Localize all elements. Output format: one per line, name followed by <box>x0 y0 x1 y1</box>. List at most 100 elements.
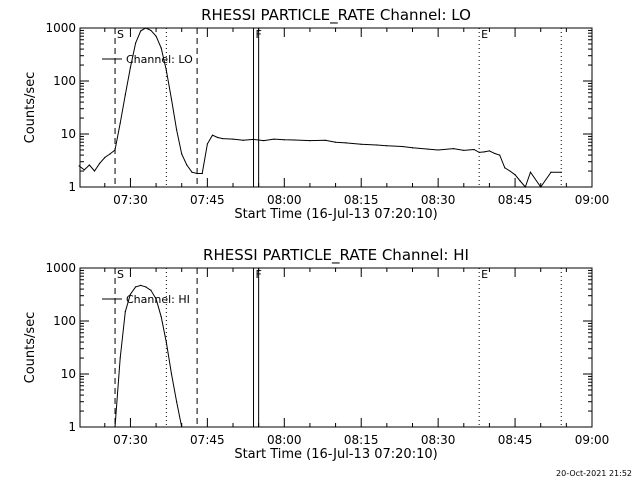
data-point <box>196 172 198 175</box>
data-point <box>411 147 414 149</box>
data-point <box>134 286 137 288</box>
x-axis-label: Start Time (16-Jul-13 07:20:10) <box>234 447 437 462</box>
data-point <box>232 138 234 140</box>
x-tick-label: 08:30 <box>421 433 456 447</box>
data-point <box>155 35 157 37</box>
data-point <box>473 148 475 151</box>
data-point <box>524 186 526 188</box>
data-point <box>124 311 126 313</box>
data-point <box>114 426 116 428</box>
data-point <box>181 426 183 428</box>
y-tick-label: 100 <box>53 314 76 328</box>
data-point <box>345 142 347 144</box>
data-point <box>273 138 275 140</box>
data-point <box>129 293 132 295</box>
footer-timestamp: 20-Oct-2021 21:52 <box>556 469 632 478</box>
event-marker-label: E <box>481 268 488 281</box>
chart-title: RHESSI PARTICLE_RATE Channel: LO <box>201 6 471 25</box>
data-point <box>119 122 121 124</box>
data-point <box>529 171 532 173</box>
data-point <box>252 138 255 141</box>
data-point <box>124 94 126 96</box>
data-point <box>145 286 147 288</box>
data-point <box>211 134 214 136</box>
data-point <box>401 145 403 148</box>
data-point <box>104 156 106 159</box>
x-tick-label: 09:00 <box>575 193 610 207</box>
data-point <box>165 341 167 343</box>
series-line-channel-lo <box>78 27 562 188</box>
data-point <box>175 401 178 403</box>
data-point <box>181 153 183 155</box>
y-tick-label: 1000 <box>45 261 76 275</box>
data-point <box>550 171 552 173</box>
data-point <box>222 137 224 140</box>
data-point <box>78 165 80 167</box>
chart-title: RHESSI PARTICLE_RATE Channel: HI <box>203 246 469 265</box>
legend-label: Channel: LO <box>126 53 193 66</box>
y-tick-label: 10 <box>61 127 76 141</box>
y-tick-label: 1 <box>68 180 76 194</box>
data-point <box>83 169 85 171</box>
data-point <box>437 149 439 151</box>
y-axis-label: Counts/sec <box>23 312 38 384</box>
data-point <box>114 149 116 151</box>
x-tick-label: 08:15 <box>344 193 379 207</box>
data-point <box>283 139 285 141</box>
data-point <box>150 29 152 32</box>
data-point <box>242 139 244 141</box>
data-point <box>160 316 162 318</box>
event-marker-label: S <box>117 28 124 41</box>
data-point <box>499 154 501 156</box>
data-point <box>140 30 142 32</box>
x-axis-label: Start Time (16-Jul-13 07:20:10) <box>234 207 437 222</box>
data-point <box>145 27 147 29</box>
data-point <box>217 136 219 139</box>
data-point <box>324 139 326 141</box>
data-point <box>206 143 208 145</box>
data-point <box>452 148 455 150</box>
y-axis-label: Counts/sec <box>23 72 38 144</box>
data-point <box>540 186 542 188</box>
x-tick-label: 08:00 <box>267 193 302 207</box>
data-point <box>201 172 203 175</box>
x-tick-label: 07:30 <box>113 193 148 207</box>
series-line-channel-hi <box>114 284 183 428</box>
plot-frame <box>79 267 593 428</box>
x-tick-label: 07:30 <box>113 433 148 447</box>
x-tick-label: 07:45 <box>190 433 225 447</box>
data-point <box>134 42 137 44</box>
x-tick-label: 08:45 <box>498 433 533 447</box>
x-tick-label: 08:15 <box>344 433 379 447</box>
event-marker-label: S <box>117 268 124 281</box>
data-point <box>427 148 429 150</box>
data-point <box>186 164 188 166</box>
data-point <box>191 171 193 173</box>
y-tick-label: 1000 <box>45 21 76 35</box>
data-point <box>175 129 178 131</box>
data-point <box>109 153 111 155</box>
data-point <box>155 298 157 300</box>
data-point <box>170 98 173 100</box>
data-point <box>165 69 167 71</box>
y-tick-label: 1 <box>68 420 76 434</box>
data-point <box>293 139 296 141</box>
chart-panel-2: RHESSI PARTICLE_RATE Channel: HI 1 10 100 10… <box>23 246 609 462</box>
x-tick-label: 08:00 <box>267 433 302 447</box>
y-tick-label: 10 <box>61 367 76 381</box>
data-point <box>263 140 265 142</box>
data-point <box>140 284 142 286</box>
data-point <box>150 289 152 291</box>
data-point <box>509 170 511 172</box>
plot-frame <box>79 27 593 188</box>
event-marker-label: E <box>481 28 488 41</box>
data-point <box>560 171 562 173</box>
data-point <box>309 140 311 142</box>
data-point <box>493 152 496 155</box>
data-point <box>88 164 91 166</box>
data-point <box>504 167 506 169</box>
data-point <box>129 66 132 69</box>
data-point <box>514 174 516 176</box>
legend-label: Channel: HI <box>126 293 190 306</box>
